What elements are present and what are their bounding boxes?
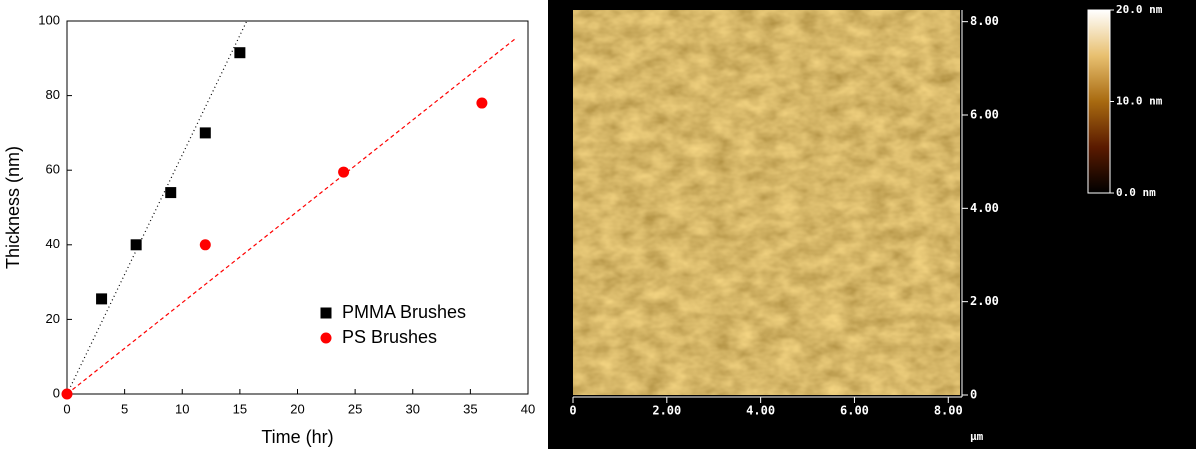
trend-line (66, 37, 517, 395)
y-tick-label: 0 (53, 385, 60, 400)
data-point (130, 239, 142, 251)
legend-label: PS Brushes (342, 327, 437, 347)
data-point (199, 127, 211, 139)
x-tick-label: 35 (463, 401, 477, 416)
colorbar-tick-label: 10.0 nm (1116, 95, 1163, 108)
legend-marker (320, 307, 332, 319)
afm-image-panel: 0 2.00 4.00 6.00 8.00 0 2.00 4.00 6.00 8.00 µm 0.0 … (569, 3, 1162, 443)
y-tick-label: 6.00 (970, 108, 999, 122)
data-point (199, 239, 211, 251)
x-axis-label: µm (970, 430, 984, 443)
x-tick-label: 6.00 (840, 404, 869, 418)
x-tick-label: 5 (121, 401, 128, 416)
colorbar (1087, 9, 1111, 194)
y-tick-label: 2.00 (970, 294, 999, 308)
x-tick-label: 10 (175, 401, 189, 416)
colorbar-tick-label: 0.0 nm (1116, 186, 1156, 199)
data-point (96, 293, 108, 305)
trend-line (66, 20, 248, 395)
x-tick-label: 20 (290, 401, 304, 416)
y-tick-label: 20 (46, 311, 60, 326)
y-tick-label: 4.00 (970, 201, 999, 215)
x-tick-label: 8.00 (934, 404, 963, 418)
x-tick-label: 25 (348, 401, 362, 416)
colorbar-tick-label: 20.0 nm (1116, 3, 1163, 16)
x-tick-label: 15 (233, 401, 247, 416)
legend-label: PMMA Brushes (342, 302, 466, 322)
y-tick-label: 80 (46, 87, 60, 102)
data-point (476, 97, 488, 109)
data-point (234, 47, 246, 59)
x-tick-label: 2.00 (652, 404, 681, 418)
y-tick-label: 40 (46, 236, 60, 251)
y-tick-label: 0 (970, 388, 977, 402)
x-axis-label: Time (hr) (261, 427, 333, 447)
data-point (61, 388, 73, 400)
y-tick-label: 60 (46, 162, 60, 177)
x-tick-label: 4.00 (746, 404, 775, 418)
x-tick-label: 40 (521, 401, 535, 416)
legend-marker (320, 332, 332, 344)
x-tick-label: 0 (63, 401, 70, 416)
x-tick-label: 0 (569, 404, 576, 418)
afm-image (573, 10, 960, 395)
y-tick-label: 100 (38, 12, 60, 27)
y-axis-label: Thickness (nm) (3, 146, 23, 269)
thickness-chart: 0 5 10 15 20 25 30 35 40 0 20 40 60 80 100 Time (hr) Thi… (3, 12, 535, 446)
x-tick-label: 30 (406, 401, 420, 416)
data-point (165, 187, 177, 199)
y-tick-label: 8.00 (970, 14, 999, 28)
plot-frame (66, 20, 529, 395)
data-point (338, 166, 350, 178)
